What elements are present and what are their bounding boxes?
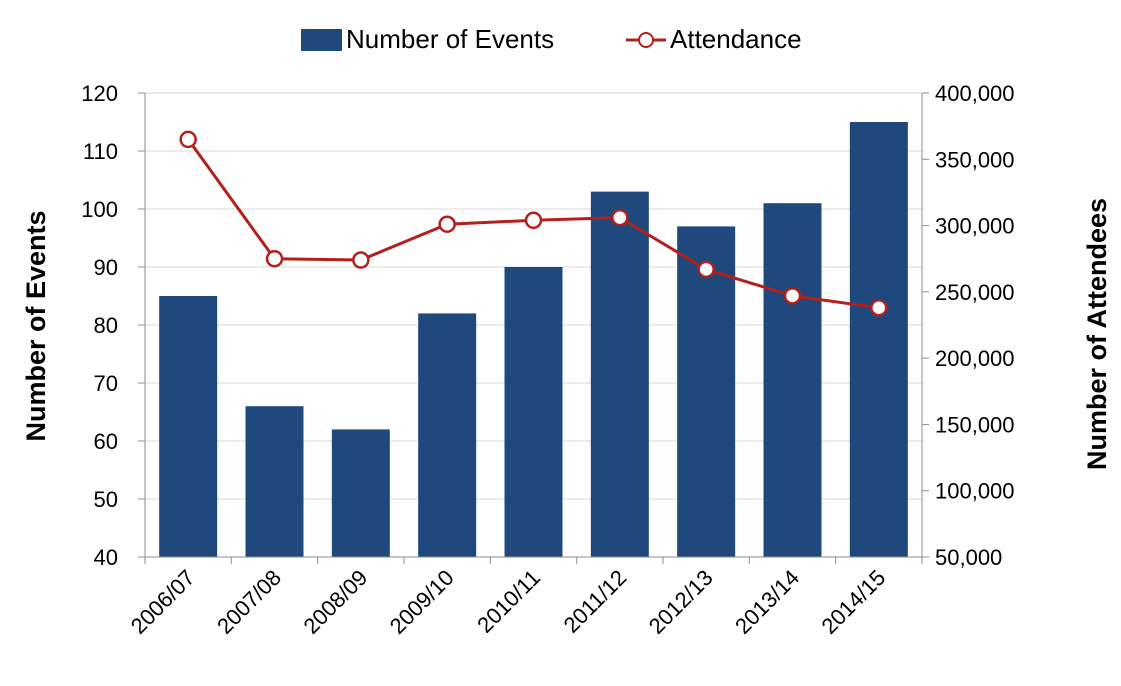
right-tick-label: 50,000: [935, 545, 1002, 570]
right-axis-ticks: 50,000 100,000 150,000 200,000 250,000 300,00…: [935, 81, 1015, 570]
right-axis-title: Number of Attendees: [1082, 198, 1112, 470]
attendance-point: [352, 251, 370, 269]
left-tick-label: 80: [94, 313, 118, 338]
right-tick-label: 300,000: [935, 214, 1015, 239]
bar: [849, 122, 908, 557]
bar: [245, 406, 304, 557]
axes: [138, 92, 929, 564]
x-tick-label: 2011/12: [559, 565, 632, 638]
attendance-point: [438, 215, 456, 233]
legend-label-attendance: Attendance: [670, 24, 802, 54]
right-tick-label: 350,000: [935, 147, 1015, 172]
legend-label-events: Number of Events: [346, 24, 554, 54]
line-series: [179, 130, 888, 317]
attendance-point: [697, 260, 715, 279]
bar: [763, 203, 822, 557]
left-axis-title: Number of Events: [21, 210, 51, 441]
left-tick-label: 110: [83, 139, 118, 164]
x-tick-label: 2012/13: [644, 565, 718, 639]
left-axis-ticks: 40 50 60 70 80 90 100 110 120: [81, 81, 118, 570]
bar: [590, 191, 649, 557]
left-tick-label: 90: [94, 255, 118, 280]
left-tick-label: 40: [94, 545, 118, 570]
bar: [677, 226, 736, 557]
attendance-point: [265, 249, 284, 268]
bar: [504, 267, 563, 557]
right-tick-label: 200,000: [935, 346, 1015, 371]
attendance-point: [524, 211, 543, 230]
x-tick-label: 2010/11: [472, 565, 545, 638]
attendance-point: [611, 208, 629, 227]
attendance-point: [783, 287, 802, 305]
legend-swatch-events: [301, 29, 342, 51]
legend-marker-attendance: [638, 32, 654, 48]
attendance-point: [179, 130, 197, 149]
left-tick-label: 60: [94, 429, 118, 454]
bar-series: [159, 122, 908, 557]
x-axis-ticks: 2006/07 2007/08 2008/09 2009/10 2010/11 2011/…: [126, 565, 891, 639]
x-tick-label: 2014/15: [816, 565, 890, 639]
left-tick-label: 70: [94, 371, 118, 396]
right-tick-label: 150,000: [935, 412, 1015, 437]
right-tick-label: 250,000: [935, 280, 1015, 305]
left-tick-label: 100: [81, 197, 118, 222]
bar: [331, 429, 390, 557]
left-tick-label: 50: [94, 487, 118, 512]
left-tick-label: 120: [81, 81, 118, 106]
attendance-point: [870, 299, 888, 317]
x-tick-label: 2009/10: [385, 565, 459, 639]
bar: [159, 296, 218, 557]
x-tick-label: 2006/07: [126, 565, 200, 639]
right-tick-label: 400,000: [935, 81, 1015, 106]
x-tick-label: 2013/14: [730, 565, 804, 639]
legend: Number of Events Attendance: [301, 24, 802, 54]
x-tick-label: 2008/09: [298, 565, 372, 639]
bar: [418, 313, 477, 557]
x-tick-label: 2007/08: [212, 565, 286, 639]
right-tick-label: 100,000: [935, 479, 1015, 504]
